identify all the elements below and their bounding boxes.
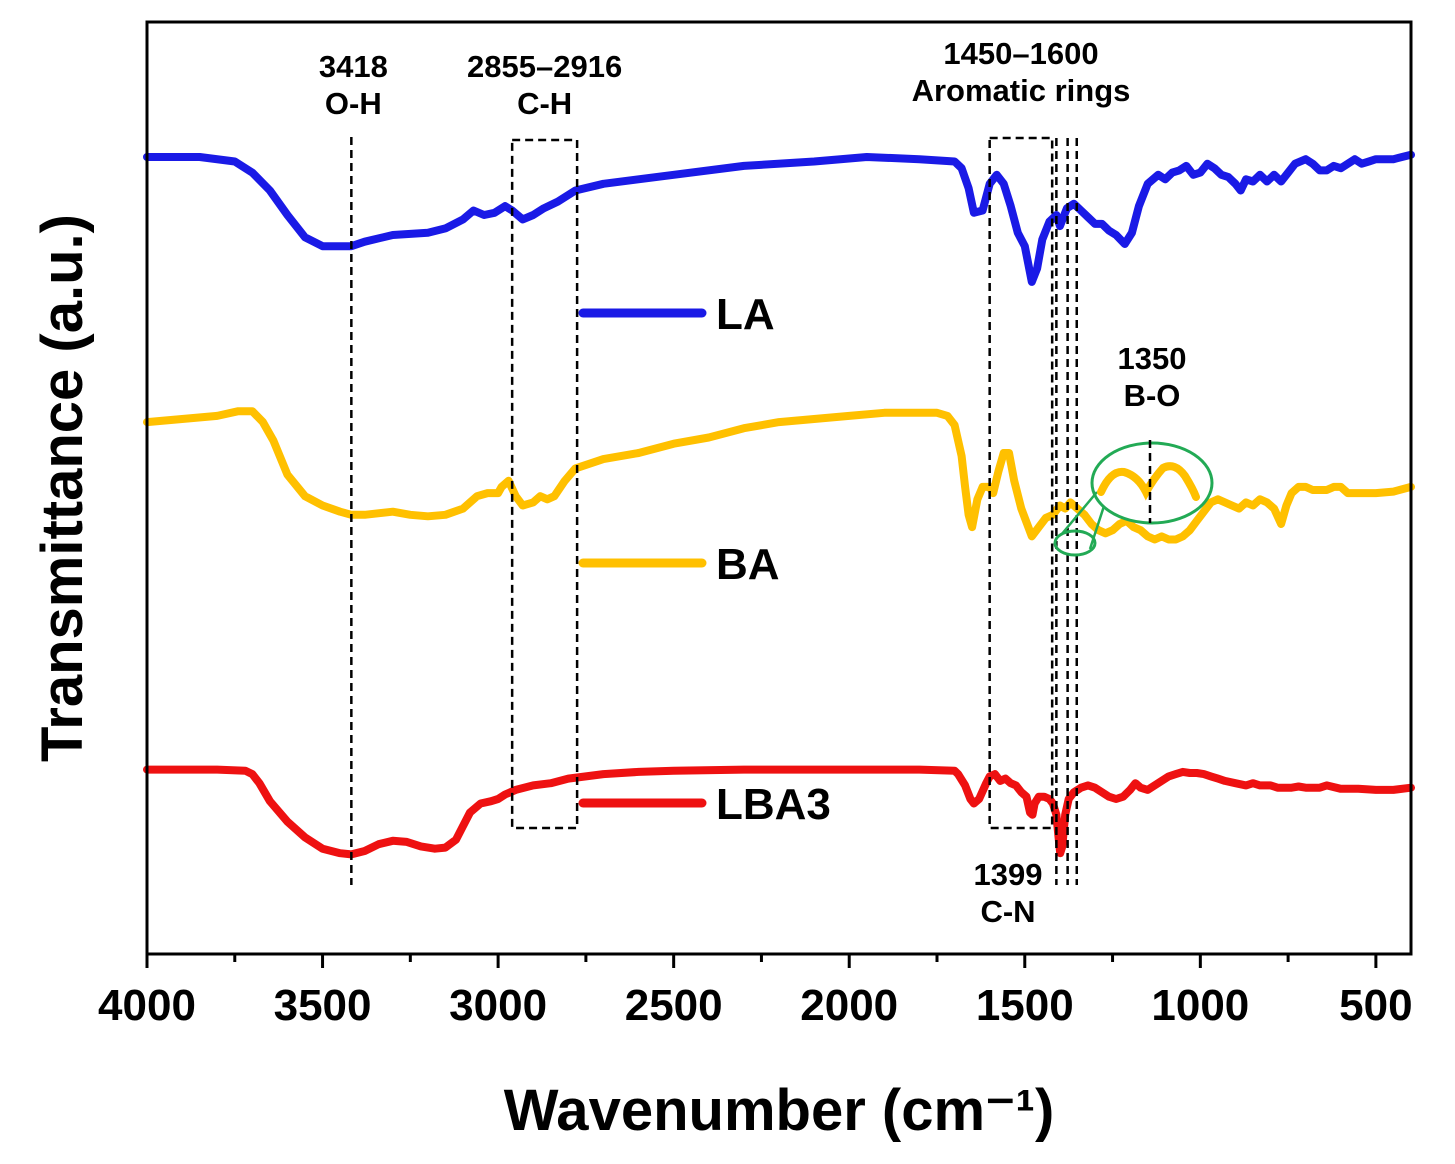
- ch-annotation-label: 2855–2916: [467, 49, 622, 84]
- legend-label: BA: [716, 540, 780, 589]
- ch-marker-box: [510, 138, 579, 830]
- series-layer: [143, 150, 1415, 859]
- legend-item-ba: BA: [578, 540, 780, 589]
- x-tick-label: 3000: [449, 981, 547, 1030]
- bo-zoom-connector: [1060, 491, 1098, 536]
- x-tick-label: 3500: [274, 981, 372, 1030]
- x-tick-label: 500: [1339, 981, 1412, 1030]
- cn-annotation-label: C-N: [980, 894, 1035, 929]
- legend-item-la: LA: [578, 290, 775, 339]
- aromatic-marker-box: [988, 136, 1054, 830]
- bo-annotation-label: 1350: [1118, 341, 1187, 376]
- x-axis-title: Wavenumber (cm⁻¹): [504, 1078, 1055, 1143]
- aromatic-annotation-label: Aromatic rings: [912, 73, 1131, 108]
- x-tick-label: 2000: [800, 981, 898, 1030]
- plot-frame: [145, 20, 1413, 956]
- series-line-lba3: [143, 765, 1415, 859]
- oh-annotation-label: O-H: [325, 86, 382, 121]
- aromatic-annotation-label: 1450–1600: [943, 36, 1098, 71]
- x-tick-label: 2500: [625, 981, 723, 1030]
- legend: LA BA LBA3: [578, 290, 831, 829]
- legend-label: LA: [716, 290, 775, 339]
- x-tick-label: 1500: [976, 981, 1074, 1030]
- bo-zoom-source-circle: [1053, 529, 1097, 557]
- x-tick-label: 4000: [98, 981, 196, 1030]
- oh-annotation-label: 3418: [319, 49, 388, 84]
- series-line-la: [143, 150, 1415, 286]
- legend-label: LBA3: [716, 780, 831, 829]
- x-tick-label: 1000: [1151, 981, 1249, 1030]
- x-axis: 4000 3500 3000 2500 2000 1500 1000 500: [98, 954, 1413, 1030]
- bo-annotation-label: B-O: [1124, 378, 1181, 413]
- series-line-ba: [143, 407, 1415, 544]
- bo-zoom-connector-2: [1088, 505, 1106, 550]
- y-axis-title: Transmittance (a.u.): [30, 214, 95, 762]
- cn-annotation-label: 1399: [974, 857, 1043, 892]
- ch-annotation-label: C-H: [517, 86, 572, 121]
- legend-item-lba3: LBA3: [578, 780, 831, 829]
- bo-zoom-inset-curve: [1097, 462, 1200, 501]
